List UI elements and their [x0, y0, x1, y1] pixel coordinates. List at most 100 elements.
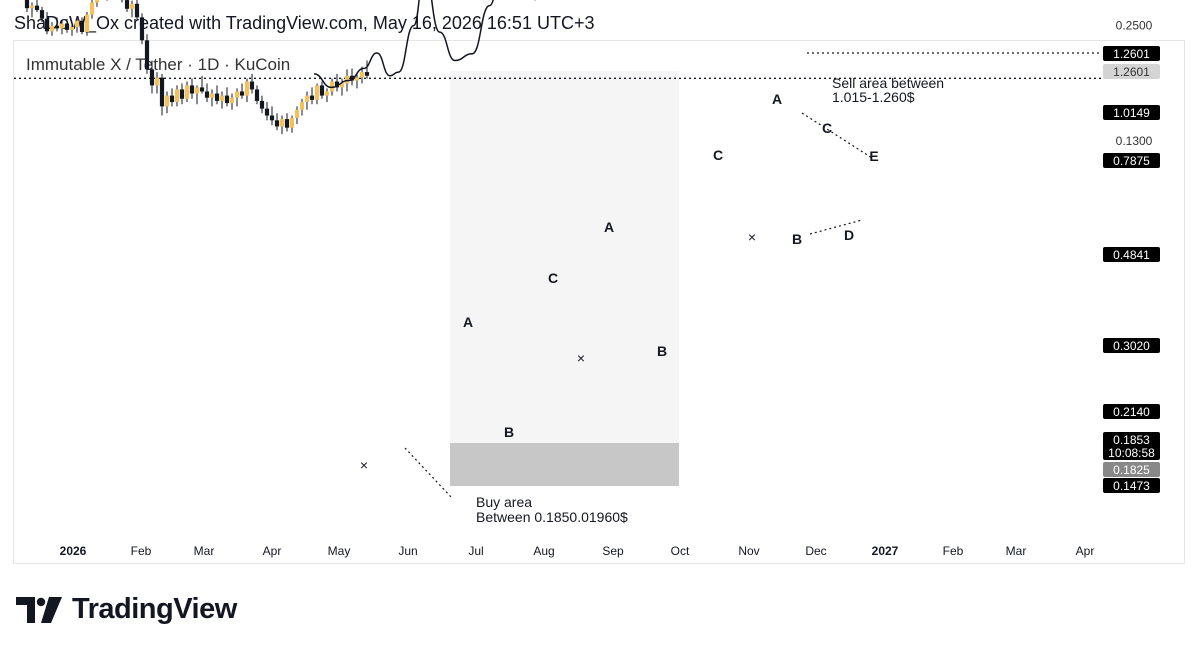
symbol-title: Immutable X / Tether · 1D · KuCoin [26, 55, 291, 74]
price-label: 1.2601 [1113, 47, 1150, 61]
candle-body [254, 89, 260, 101]
candle-body [259, 100, 265, 109]
y-tick-label: 0.1300 [1116, 134, 1153, 148]
candle-body [54, 25, 60, 29]
candle-body [279, 119, 285, 127]
candle-body [199, 87, 205, 92]
candle-body [209, 93, 215, 98]
price-label: 0.1473 [1113, 479, 1150, 493]
candle-body [299, 101, 305, 110]
candle-body [94, 0, 100, 3]
target-marker: × [360, 457, 368, 473]
buy-area-pointer [404, 447, 453, 499]
candle-body [214, 93, 220, 101]
price-label: 0.2140 [1113, 405, 1150, 419]
x-tick-label: Feb [131, 544, 152, 558]
candle-body [64, 23, 70, 30]
x-tick-label: Sep [602, 544, 624, 558]
candle-body [154, 77, 160, 86]
candle-body [89, 2, 95, 15]
x-tick-label: 2027 [872, 544, 899, 558]
price-label-box [1103, 105, 1160, 120]
candle-body [344, 75, 350, 84]
wave-label: A [463, 314, 473, 330]
x-tick-label: May [328, 544, 351, 558]
candle-body [219, 95, 225, 101]
price-label-box [1103, 478, 1160, 493]
candle-body [294, 109, 300, 118]
price-label: 0.1825 [1113, 463, 1150, 477]
candle-body [159, 77, 165, 107]
candle-body [164, 95, 170, 107]
wave-label: E [869, 148, 878, 164]
candle-body [134, 3, 140, 18]
candle-body [274, 120, 280, 127]
chart-panel[interactable] [13, 40, 1185, 564]
x-tick-label: Jul [468, 544, 483, 558]
candle-body [289, 117, 295, 128]
candle-body [194, 87, 200, 94]
wave-label: A [604, 219, 614, 235]
candle-body [24, 0, 30, 9]
wave-label: D [844, 227, 854, 243]
candle-body [169, 95, 175, 102]
x-tick-label: Apr [263, 544, 282, 558]
target-marker: × [748, 229, 756, 245]
candle-body [314, 85, 320, 100]
candle-body [44, 18, 50, 32]
candle-body [309, 95, 315, 100]
candle-body [179, 89, 185, 99]
candle-body [69, 27, 75, 30]
candle-body [29, 5, 35, 9]
candle-body [284, 119, 290, 128]
y-tick-label: 0.2500 [1116, 19, 1153, 33]
candle-body [59, 23, 65, 29]
x-tick-label: Mar [194, 544, 215, 558]
tradingview-logo[interactable]: TradingView [16, 593, 237, 626]
candle-body [264, 108, 270, 116]
buy-area-range: Between 0.1850.01960$ [476, 509, 628, 525]
projected-path [313, 0, 536, 89]
candle-body [84, 14, 90, 33]
candle-body [334, 81, 340, 88]
candle-body [359, 72, 365, 78]
price-label-box [1103, 432, 1160, 460]
wave-label: B [504, 424, 514, 440]
candle-body [139, 17, 145, 41]
candle-body [39, 10, 45, 19]
price-label-box [1103, 153, 1160, 168]
price-label-box [1103, 462, 1160, 477]
x-tick-label: Aug [533, 544, 554, 558]
wave-label: A [772, 91, 782, 107]
buy-zone [450, 443, 679, 486]
price-label: 0.7875 [1113, 154, 1150, 168]
price-label-box [1103, 338, 1160, 353]
candle-body [144, 40, 150, 70]
price-label-box [1103, 247, 1160, 262]
wave-label: C [822, 120, 832, 136]
candle-body [79, 20, 85, 33]
x-tick-label: Nov [738, 544, 759, 558]
candle-body [34, 5, 40, 11]
countdown-label: 10:08:58 [1108, 446, 1155, 460]
candle-body [234, 91, 240, 98]
wave-label: C [548, 270, 558, 286]
tradingview-wordmark: TradingView [72, 593, 237, 625]
price-label: 1.0149 [1113, 106, 1150, 120]
x-tick-label: Jun [398, 544, 417, 558]
x-tick-label: 2026 [60, 544, 87, 558]
candle-body [129, 3, 135, 9]
candle-body [239, 91, 245, 96]
candle-body [329, 81, 335, 92]
x-tick-label: Apr [1076, 544, 1095, 558]
candle-body [269, 115, 275, 121]
x-tick-label: Dec [805, 544, 826, 558]
candle-body [304, 95, 310, 102]
price-label-box [1103, 404, 1160, 419]
candle-body [354, 77, 360, 81]
wave-label: B [657, 343, 667, 359]
candle-body [319, 85, 325, 96]
price-label: 1.2601 [1113, 65, 1150, 79]
sell-area-range: 1.015-1.260$ [832, 89, 915, 105]
